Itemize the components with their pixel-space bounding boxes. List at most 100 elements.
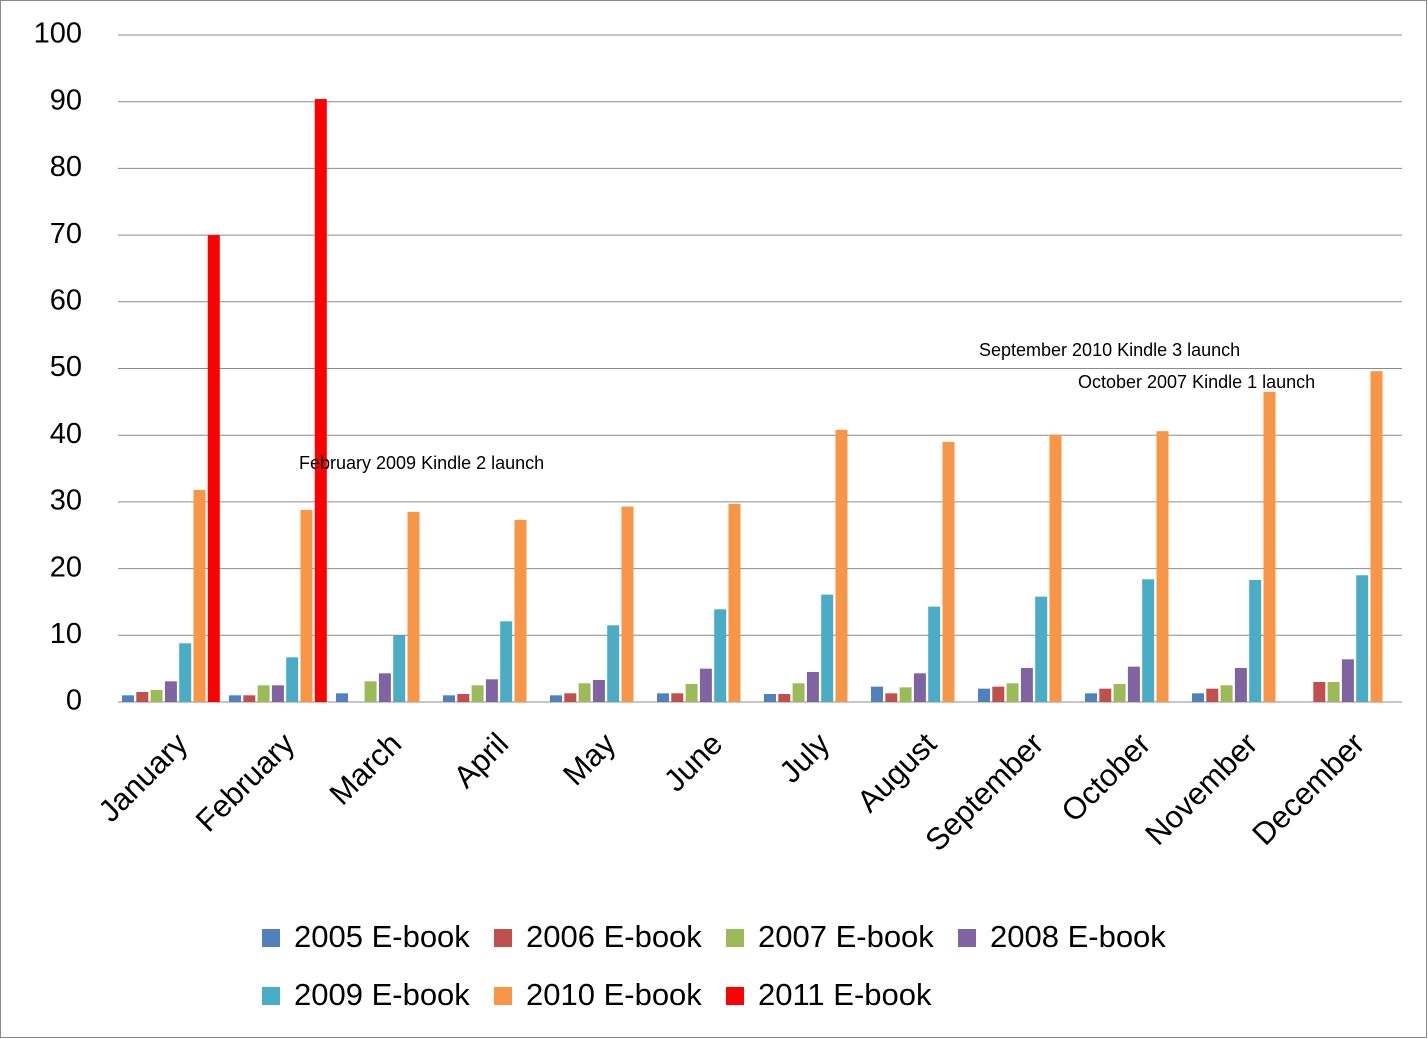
legend-swatch xyxy=(958,929,976,947)
legend-label: 2007 E-book xyxy=(758,919,934,954)
y-tick-label: 60 xyxy=(50,284,82,316)
bar xyxy=(1370,371,1383,702)
bar xyxy=(621,506,634,702)
bar xyxy=(1035,596,1048,702)
bar xyxy=(778,693,791,702)
legend-label: 2006 E-book xyxy=(526,919,702,954)
bar xyxy=(1049,434,1062,702)
bar xyxy=(714,609,727,702)
bar xyxy=(913,673,926,702)
legend-swatch xyxy=(494,929,512,947)
bar xyxy=(122,695,134,702)
bar xyxy=(500,621,513,702)
bar xyxy=(150,689,163,702)
legend-swatch xyxy=(262,987,280,1005)
bar xyxy=(1263,391,1276,702)
bar xyxy=(443,695,455,702)
bar xyxy=(1192,693,1204,702)
bar xyxy=(1220,685,1233,702)
y-tick-label: 70 xyxy=(50,218,82,250)
legend-swatch xyxy=(494,987,512,1005)
bar xyxy=(671,693,684,702)
bar xyxy=(1156,431,1169,702)
annotation: October 2007 Kindle 1 launch xyxy=(1078,372,1315,392)
legend-label: 2011 E-book xyxy=(758,977,932,1012)
y-tick-label: 10 xyxy=(50,618,82,650)
bar xyxy=(1085,693,1097,702)
bar xyxy=(928,606,941,702)
bar xyxy=(1356,575,1369,702)
y-tick-label: 90 xyxy=(50,84,82,116)
legend-label: 2005 E-book xyxy=(294,919,470,954)
bar xyxy=(1234,667,1247,702)
annotation: February 2009 Kindle 2 launch xyxy=(299,453,544,473)
bar xyxy=(336,693,348,702)
bar xyxy=(485,679,498,702)
bar xyxy=(885,693,898,702)
bar xyxy=(1113,683,1126,702)
bar xyxy=(243,695,256,702)
legend-swatch xyxy=(262,929,280,947)
bar xyxy=(792,683,805,702)
bar xyxy=(871,686,883,702)
bar xyxy=(300,509,313,702)
legend-label: 2009 E-book xyxy=(294,977,470,1012)
bar xyxy=(1327,681,1340,702)
bar xyxy=(578,683,591,702)
annotation: September 2010 Kindle 3 launch xyxy=(979,340,1240,360)
bar xyxy=(942,441,955,702)
legend-swatch xyxy=(726,987,744,1005)
y-tick-label: 30 xyxy=(50,485,82,517)
y-tick-label: 0 xyxy=(66,685,82,717)
bar xyxy=(1206,688,1219,702)
bar xyxy=(899,687,912,702)
bar xyxy=(257,685,270,702)
bar xyxy=(821,594,834,702)
bar xyxy=(136,691,149,702)
y-tick-label: 80 xyxy=(50,151,82,183)
bar xyxy=(550,695,562,702)
bar xyxy=(1020,667,1033,702)
bar xyxy=(1099,688,1112,702)
bar xyxy=(1127,666,1140,702)
bar xyxy=(685,683,698,702)
legend-label: 2008 E-book xyxy=(990,919,1166,954)
bar xyxy=(229,695,241,702)
bar xyxy=(978,688,990,702)
bar xyxy=(1313,681,1326,702)
bar xyxy=(514,519,527,702)
bar xyxy=(364,681,377,702)
legend-swatch xyxy=(726,929,744,947)
bar xyxy=(193,489,206,702)
bar xyxy=(179,643,192,702)
bar xyxy=(164,681,177,702)
bar xyxy=(764,693,776,702)
bar xyxy=(592,679,605,702)
y-tick-label: 40 xyxy=(50,418,82,450)
y-tick-label: 20 xyxy=(50,551,82,583)
bar xyxy=(471,685,484,702)
bar xyxy=(314,99,327,703)
bar xyxy=(835,429,848,702)
y-tick-label: 100 xyxy=(34,18,82,50)
y-tick-label: 50 xyxy=(50,351,82,383)
bar xyxy=(378,673,391,702)
bar xyxy=(699,668,712,702)
bar xyxy=(207,235,220,702)
bar xyxy=(1006,683,1019,702)
bar xyxy=(393,635,406,702)
bar xyxy=(407,511,420,702)
bar xyxy=(992,686,1005,702)
bar xyxy=(806,671,819,702)
bar xyxy=(271,685,284,702)
bar xyxy=(286,657,299,702)
bar xyxy=(564,693,577,702)
bar xyxy=(1249,579,1262,702)
legend-label: 2010 E-book xyxy=(526,977,702,1012)
bar xyxy=(657,693,669,702)
bar xyxy=(728,503,741,702)
bar xyxy=(1142,579,1155,702)
bar xyxy=(607,625,620,702)
